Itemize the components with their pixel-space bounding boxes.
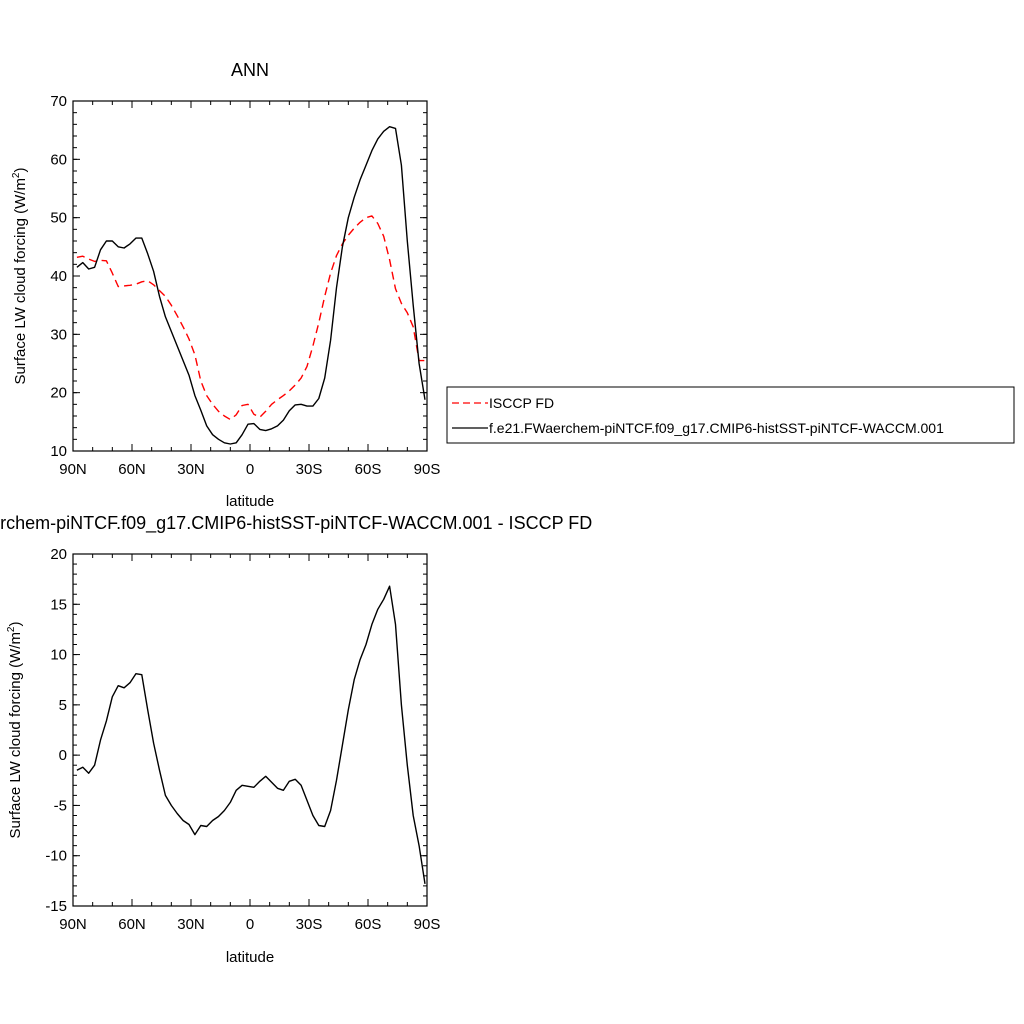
panel-2-y-label-superscript: 2 xyxy=(6,626,17,632)
y-tick-label: -10 xyxy=(45,848,67,865)
x-tick-label: 0 xyxy=(246,916,254,933)
panel-1-y-label-suffix: ) xyxy=(12,167,29,172)
x-tick-label: 90S xyxy=(414,461,441,478)
panel-2-ticks: 90N 60N 30N 0 30S 60S 90S -15 -10 -5 0 5 10 15 20 xyxy=(45,546,440,933)
difference-panel: f.e21.FWaerchem-piNTCF.f09_g17.CMIP6-his… xyxy=(0,513,592,966)
panel-2-title: f.e21.FWaerchem-piNTCF.f09_g17.CMIP6-his… xyxy=(0,513,592,534)
x-tick-label: 30N xyxy=(177,461,205,478)
annual-zonal-mean-panel: ANN 90N 60N 30N 0 30S 60S 90S 10 20 30 40 50 60 70 la… xyxy=(11,60,440,510)
panel-2-plot-frame xyxy=(72,553,428,907)
panel-2-x-axis-label: latitude xyxy=(226,949,274,966)
y-tick-label: 20 xyxy=(50,385,67,402)
legend-box xyxy=(446,386,1015,444)
y-tick-label: 10 xyxy=(50,647,67,664)
panel-1-series-line-1 xyxy=(76,215,425,421)
y-tick-label: -5 xyxy=(54,797,67,814)
legend-label-isccp: ISCCP FD xyxy=(489,395,554,411)
panel-1-title: ANN xyxy=(231,60,269,80)
panel-1-series-line-2 xyxy=(76,125,426,445)
x-tick-label: 60S xyxy=(355,916,382,933)
y-tick-label: 20 xyxy=(50,546,67,563)
y-tick-label: 40 xyxy=(50,268,67,285)
panel-1-ticks: 90N 60N 30N 0 30S 60S 90S 10 20 30 40 50 60 70 xyxy=(50,93,440,478)
y-tick-label: 70 xyxy=(50,93,67,110)
x-tick-label: 90N xyxy=(59,916,87,933)
legend-label-model: f.e21.FWaerchem-piNTCF.f09_g17.CMIP6-his… xyxy=(489,420,944,436)
panel-1-x-axis-label: latitude xyxy=(226,493,274,510)
panel-1-y-axis-label: Surface LW cloud forcing (W/m2) xyxy=(11,167,29,384)
y-tick-label: 30 xyxy=(50,326,67,343)
panel-1-lines xyxy=(76,125,426,445)
x-tick-label: 60N xyxy=(118,461,146,478)
panel-2-y-label-main: Surface LW cloud forcing (W/m xyxy=(7,632,24,838)
x-tick-label: 30N xyxy=(177,916,205,933)
y-tick-label: 0 xyxy=(59,747,67,764)
panel-1-plot-frame xyxy=(72,100,428,452)
y-tick-label: 15 xyxy=(50,596,67,613)
panel-2-y-axis-label: Surface LW cloud forcing (W/m2) xyxy=(6,621,24,838)
y-tick-label: -15 xyxy=(45,898,67,915)
x-tick-label: 90N xyxy=(59,461,87,478)
panel-2-y-label-suffix: ) xyxy=(7,621,24,626)
x-tick-label: 30S xyxy=(296,916,323,933)
y-tick-label: 10 xyxy=(50,443,67,460)
panel-1-y-label-superscript: 2 xyxy=(11,172,22,178)
x-tick-label: 30S xyxy=(296,461,323,478)
x-tick-label: 0 xyxy=(246,461,254,478)
x-tick-label: 60N xyxy=(118,916,146,933)
legend: ISCCP FD f.e21.FWaerchem-piNTCF.f09_g17.… xyxy=(446,386,1015,444)
y-tick-label: 60 xyxy=(50,151,67,168)
y-tick-label: 50 xyxy=(50,210,67,227)
y-tick-label: 5 xyxy=(59,697,67,714)
panel-2-lines xyxy=(76,585,426,885)
panel-1-y-label-main: Surface LW cloud forcing (W/m xyxy=(12,178,29,384)
x-tick-label: 90S xyxy=(414,916,441,933)
x-tick-label: 60S xyxy=(355,461,382,478)
panel-2-series-line-1 xyxy=(76,585,426,885)
